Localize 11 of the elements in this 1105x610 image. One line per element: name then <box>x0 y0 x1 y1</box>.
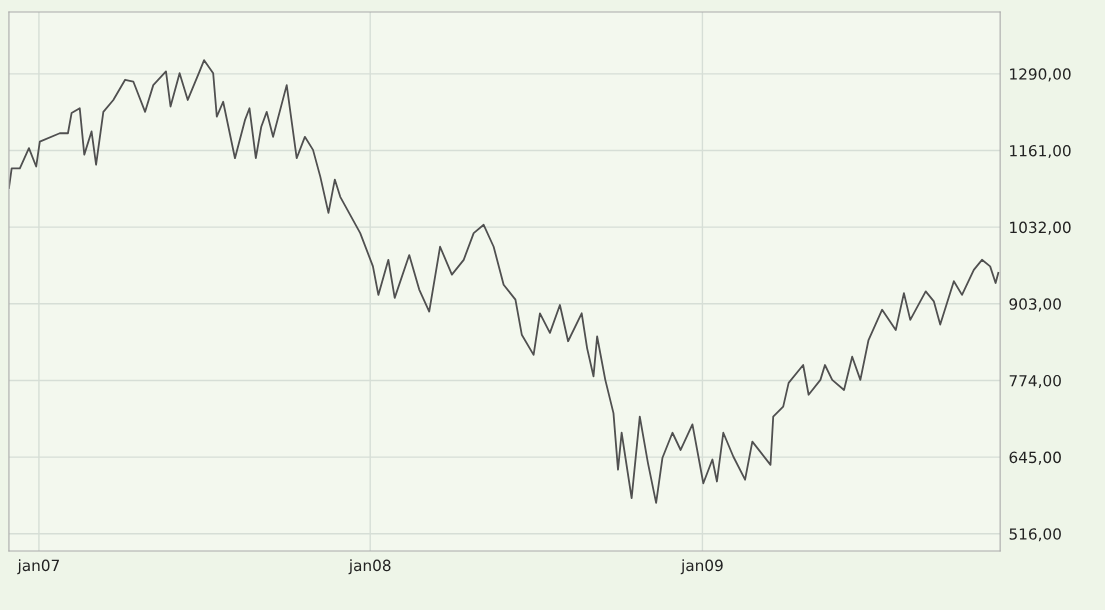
y-tick-label: 774,00 <box>1009 374 1061 389</box>
x-tick-label: jan08 <box>348 559 391 575</box>
y-tick-label: 645,00 <box>1009 451 1061 465</box>
x-tick-label: jan09 <box>680 559 723 575</box>
line-series <box>8 59 1000 504</box>
y-tick-label: 1161,00 <box>1010 144 1071 159</box>
y-tick-label: 1290,00 <box>1010 68 1071 82</box>
y-tick-label: 903,00 <box>1009 298 1061 312</box>
y-tick-label: 516,00 <box>1009 528 1061 542</box>
y-tick-label: 1032,00 <box>1010 221 1071 235</box>
x-tick-label: jan07 <box>17 559 59 575</box>
